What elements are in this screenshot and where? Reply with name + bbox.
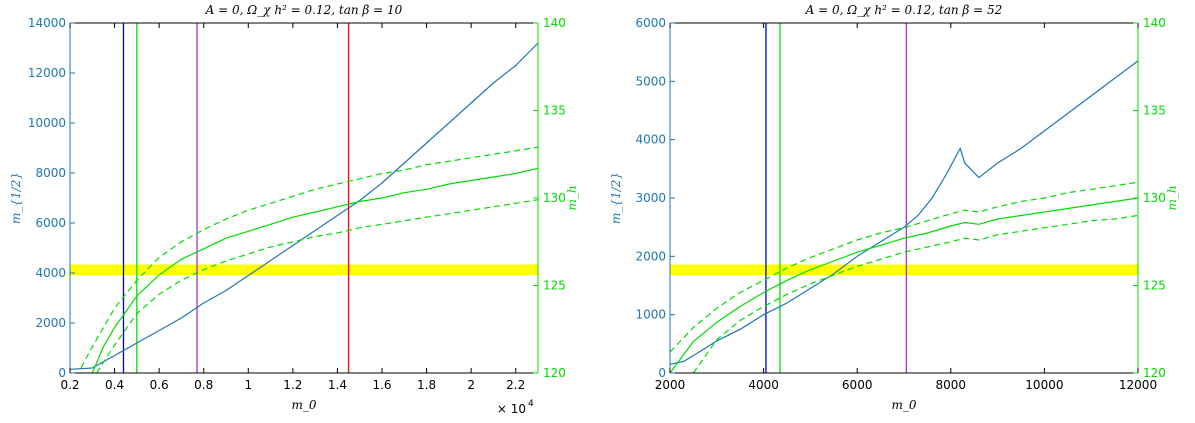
x-tick-label: 1.2 — [283, 378, 302, 392]
y-left-tick-label: 6000 — [35, 216, 66, 230]
y-left-tick-label: 14000 — [28, 16, 66, 30]
chart-left: 0.2 0.4 0.6 0.8 1 1.2 1.4 1.6 1.8 2 2.2 0 2000 4000 60… — [9, 3, 579, 416]
y-right-tick-label: 125 — [1143, 279, 1166, 293]
x-tick-label: 4000 — [748, 378, 779, 392]
y-left-tick-label: 2000 — [635, 249, 666, 263]
x-multiplier-exponent: 4 — [528, 399, 534, 409]
y-left-tick-label: 1000 — [635, 308, 666, 322]
y-right-tick-label: 140 — [543, 16, 566, 30]
higgs-mass-band — [70, 264, 538, 275]
x-tick-label: 8000 — [936, 378, 967, 392]
y-left-tick-label: 4000 — [635, 133, 666, 147]
y-left-tick-label: 4000 — [35, 266, 66, 280]
x-tick-label: 2 — [467, 378, 475, 392]
x-tick-label: 0.4 — [105, 378, 124, 392]
higgs-mass-band — [670, 264, 1138, 275]
y-right-axis-label: m_h — [1165, 185, 1179, 210]
x-tick-label: 0.2 — [60, 378, 79, 392]
y-right-tick-label: 130 — [1143, 191, 1166, 205]
y-right-tick-label: 140 — [1143, 16, 1166, 30]
x-tick-label: 0.8 — [194, 378, 213, 392]
series-line-2 — [80, 146, 539, 369]
y-right-tick-label: 120 — [1143, 366, 1166, 380]
chart-title: A = 0, Ω_χ h² = 0.12, tan β = 10 — [205, 3, 403, 17]
x-tick-label: 1.8 — [417, 378, 436, 392]
x-tick-label: 1 — [244, 378, 252, 392]
y-right-axis-label: m_h — [565, 185, 579, 210]
series-line-0 — [669, 60, 1139, 365]
series-line-1 — [91, 167, 539, 374]
y-right-tick-label: 125 — [543, 279, 566, 293]
y-right-tick-label: 135 — [543, 104, 566, 118]
y-left-tick-label: 8000 — [35, 166, 66, 180]
y-left-tick-label: 10000 — [28, 116, 66, 130]
y-left-tick-label: 2000 — [35, 316, 66, 330]
y-right-tick-label: 130 — [543, 191, 566, 205]
series-line-3 — [96, 199, 539, 374]
x-axis-label: m_0 — [291, 398, 316, 412]
x-axis-label: m_0 — [891, 398, 916, 412]
y-left-tick-label: 6000 — [635, 16, 666, 30]
y-left-tick-label: 3000 — [635, 191, 666, 205]
x-tick-label: 1.6 — [372, 378, 391, 392]
y-left-tick-label: 0 — [658, 366, 666, 380]
y-right-tick-label: 120 — [543, 366, 566, 380]
chart-title: A = 0, Ω_χ h² = 0.12, tan β = 52 — [805, 3, 1003, 17]
x-tick-label: 2000 — [655, 378, 686, 392]
x-tick-label: 0.6 — [150, 378, 169, 392]
y-left-axis-label: m_{1/2} — [9, 172, 23, 224]
x-tick-label: 10000 — [1025, 378, 1063, 392]
chart-right: 2000 4000 6000 8000 10000 12000 0 1000 2000 3000 4… — [609, 3, 1179, 412]
x-tick-label: 2.2 — [506, 378, 525, 392]
series-line-0 — [69, 42, 539, 370]
x-tick-label: 1.4 — [328, 378, 347, 392]
y-left-tick-label: 12000 — [28, 66, 66, 80]
y-left-tick-label: 5000 — [635, 74, 666, 88]
series-line-2 — [669, 181, 1139, 353]
series-line-3 — [692, 214, 1139, 374]
series-line-1 — [669, 197, 1139, 374]
y-left-axis-label: m_{1/2} — [609, 172, 623, 224]
x-tick-label: 12000 — [1119, 378, 1157, 392]
x-multiplier-label: × 10 — [497, 402, 526, 416]
y-right-tick-label: 135 — [1143, 104, 1166, 118]
x-tick-label: 6000 — [842, 378, 873, 392]
y-left-tick-label: 0 — [58, 366, 66, 380]
